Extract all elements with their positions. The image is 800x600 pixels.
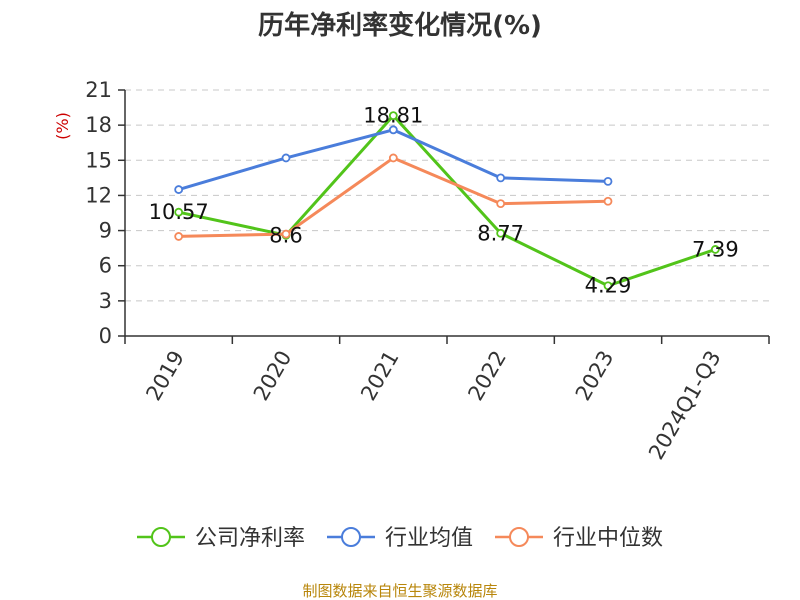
legend-label: 行业均值 <box>385 526 473 551</box>
x-tick-label: 2022 <box>463 346 511 404</box>
legend-label: 行业中位数 <box>553 526 663 551</box>
data-label: 7.39 <box>692 237 739 261</box>
data-point <box>281 153 291 163</box>
y-tick-label: 12 <box>85 183 112 207</box>
x-tick-label: 2024Q1-Q3 <box>644 347 726 464</box>
data-point <box>603 196 613 206</box>
source-note: 制图数据来自恒生聚源数据库 <box>302 582 497 600</box>
x-tick-label: 2020 <box>249 347 297 405</box>
data-label: 8.6 <box>269 223 302 247</box>
y-tick-label: 9 <box>99 219 112 243</box>
gridlines <box>125 89 769 302</box>
data-point <box>174 232 184 241</box>
series-lines <box>174 111 720 291</box>
y-axis-unit-label: (%) <box>53 112 72 140</box>
legend: 公司净利率 行业均值 行业中位数 <box>137 526 663 551</box>
data-point <box>710 245 720 254</box>
data-label: 10.57 <box>149 200 209 224</box>
y-tick-label: 18 <box>85 113 112 137</box>
data-point <box>496 228 506 238</box>
x-tick-label: 2023 <box>571 347 619 405</box>
x-tick-label: 2021 <box>356 347 404 405</box>
data-point <box>603 281 613 291</box>
y-tick-label: 21 <box>85 78 112 102</box>
data-point <box>174 185 184 194</box>
data-point <box>496 199 506 209</box>
data-label: 4.29 <box>585 274 632 298</box>
y-tick-label: 3 <box>99 289 112 313</box>
legend-label: 公司净利率 <box>195 526 305 551</box>
data-point <box>174 207 184 217</box>
legend-marker <box>509 527 529 547</box>
data-point <box>496 173 506 183</box>
series-line <box>178 114 716 288</box>
data-point <box>388 111 398 121</box>
data-point <box>281 229 291 239</box>
legend-marker <box>341 527 361 547</box>
data-labels: 10.57 8.6 18.81 8.77 4.29 7.39 <box>149 104 739 298</box>
data-label: 8.77 <box>477 221 524 245</box>
chart-title: 历年净利率变化情况(%) <box>258 10 542 41</box>
data-label: 18.81 <box>363 104 423 128</box>
x-tick-label: 2019 <box>141 347 189 405</box>
y-tick-label: 15 <box>85 148 112 172</box>
data-point <box>388 153 398 163</box>
y-tick-label: 0 <box>99 324 112 348</box>
axes: 0 3 6 9 12 15 18 21 2019 2020 2021 2022 2023 2024Q1-Q… <box>85 78 770 464</box>
legend-marker <box>151 527 171 547</box>
y-tick-label: 6 <box>99 254 112 278</box>
data-point <box>388 125 398 135</box>
data-point <box>603 176 613 186</box>
